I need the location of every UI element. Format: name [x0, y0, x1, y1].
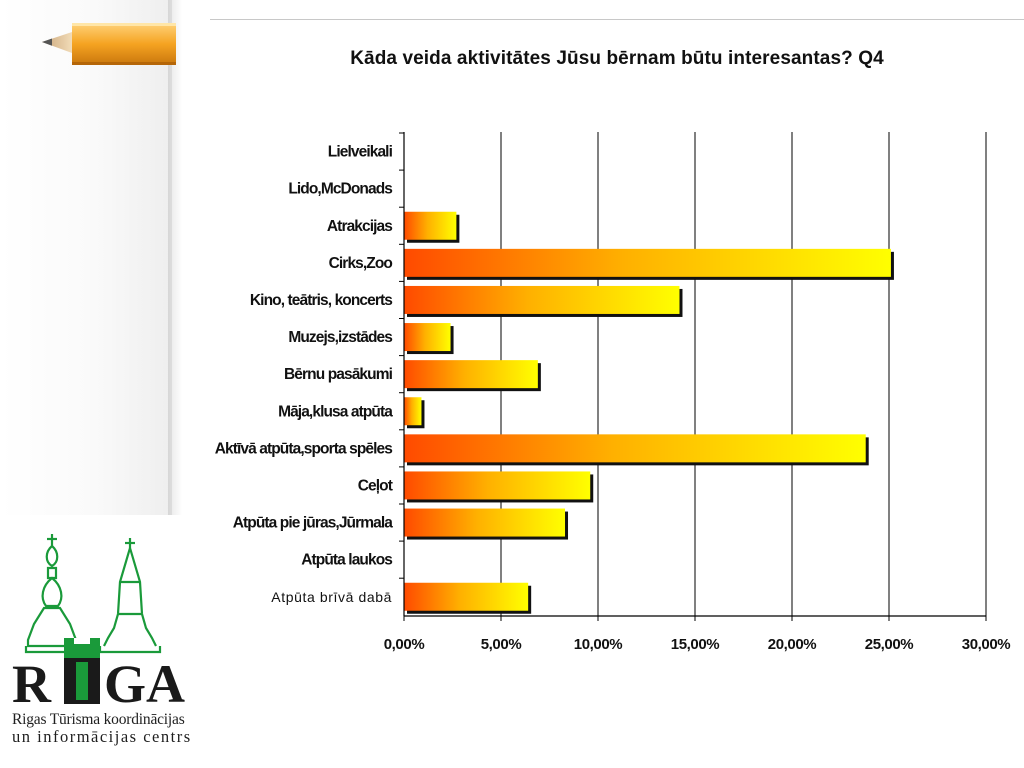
x-tick-label: 20,00% — [768, 636, 817, 653]
category-label: Atrakcijas — [327, 218, 392, 235]
category-label: Māja,klusa atpūta — [278, 403, 393, 420]
pencil-icon — [42, 23, 176, 65]
bar — [404, 360, 538, 389]
riga-logo: R GA — [0, 512, 200, 762]
x-tick-label: 30,00% — [962, 636, 1011, 653]
bar — [404, 397, 422, 426]
category-label: Atpūta brīvā dabā — [271, 589, 392, 605]
logo-tagline-line2: un informācijas centrs — [12, 727, 192, 746]
bar — [404, 582, 529, 611]
category-label: Aktīvā atpūta,sporta spēles — [215, 440, 393, 457]
x-tick-label: 0,00% — [384, 636, 425, 653]
category-label: Lielveikali — [328, 144, 393, 161]
category-label: Kino, teātris, koncerts — [250, 292, 392, 309]
svg-text:R: R — [12, 654, 52, 712]
bar — [404, 323, 451, 352]
category-label: Cirks,Zoo — [329, 255, 393, 272]
x-tick-label: 5,00% — [481, 636, 522, 653]
category-label: Atpūta pie jūras,Jūrmala — [233, 515, 394, 532]
category-label: Muzejs,izstādes — [288, 329, 392, 346]
left-band-shadow — [168, 0, 182, 515]
bar — [404, 434, 866, 463]
riga-wordmark: R GA — [12, 638, 185, 714]
bar — [404, 508, 566, 537]
left-decor-band — [0, 0, 172, 515]
category-label: Atpūta laukos — [301, 552, 392, 569]
chart-title: Kāda veida aktivitātes Jūsu bērnam būtu … — [350, 48, 884, 69]
top-rule — [210, 19, 1024, 20]
x-tick-label: 10,00% — [574, 636, 623, 653]
x-tick-label: 25,00% — [865, 636, 914, 653]
svg-text:GA: GA — [104, 654, 185, 712]
category-label: Ceļot — [358, 477, 393, 494]
bar — [404, 285, 680, 314]
category-label: Bērnu pasākumi — [284, 366, 393, 383]
category-label: Lido,McDonads — [288, 181, 392, 198]
riga-logo-mark: R GA — [12, 534, 185, 714]
bar — [404, 471, 591, 500]
x-tick-label: 15,00% — [671, 636, 720, 653]
bar — [404, 211, 457, 240]
logo-tagline-line1: Rigas Tūrisma koordinācijas — [12, 711, 185, 728]
bar — [404, 248, 891, 277]
